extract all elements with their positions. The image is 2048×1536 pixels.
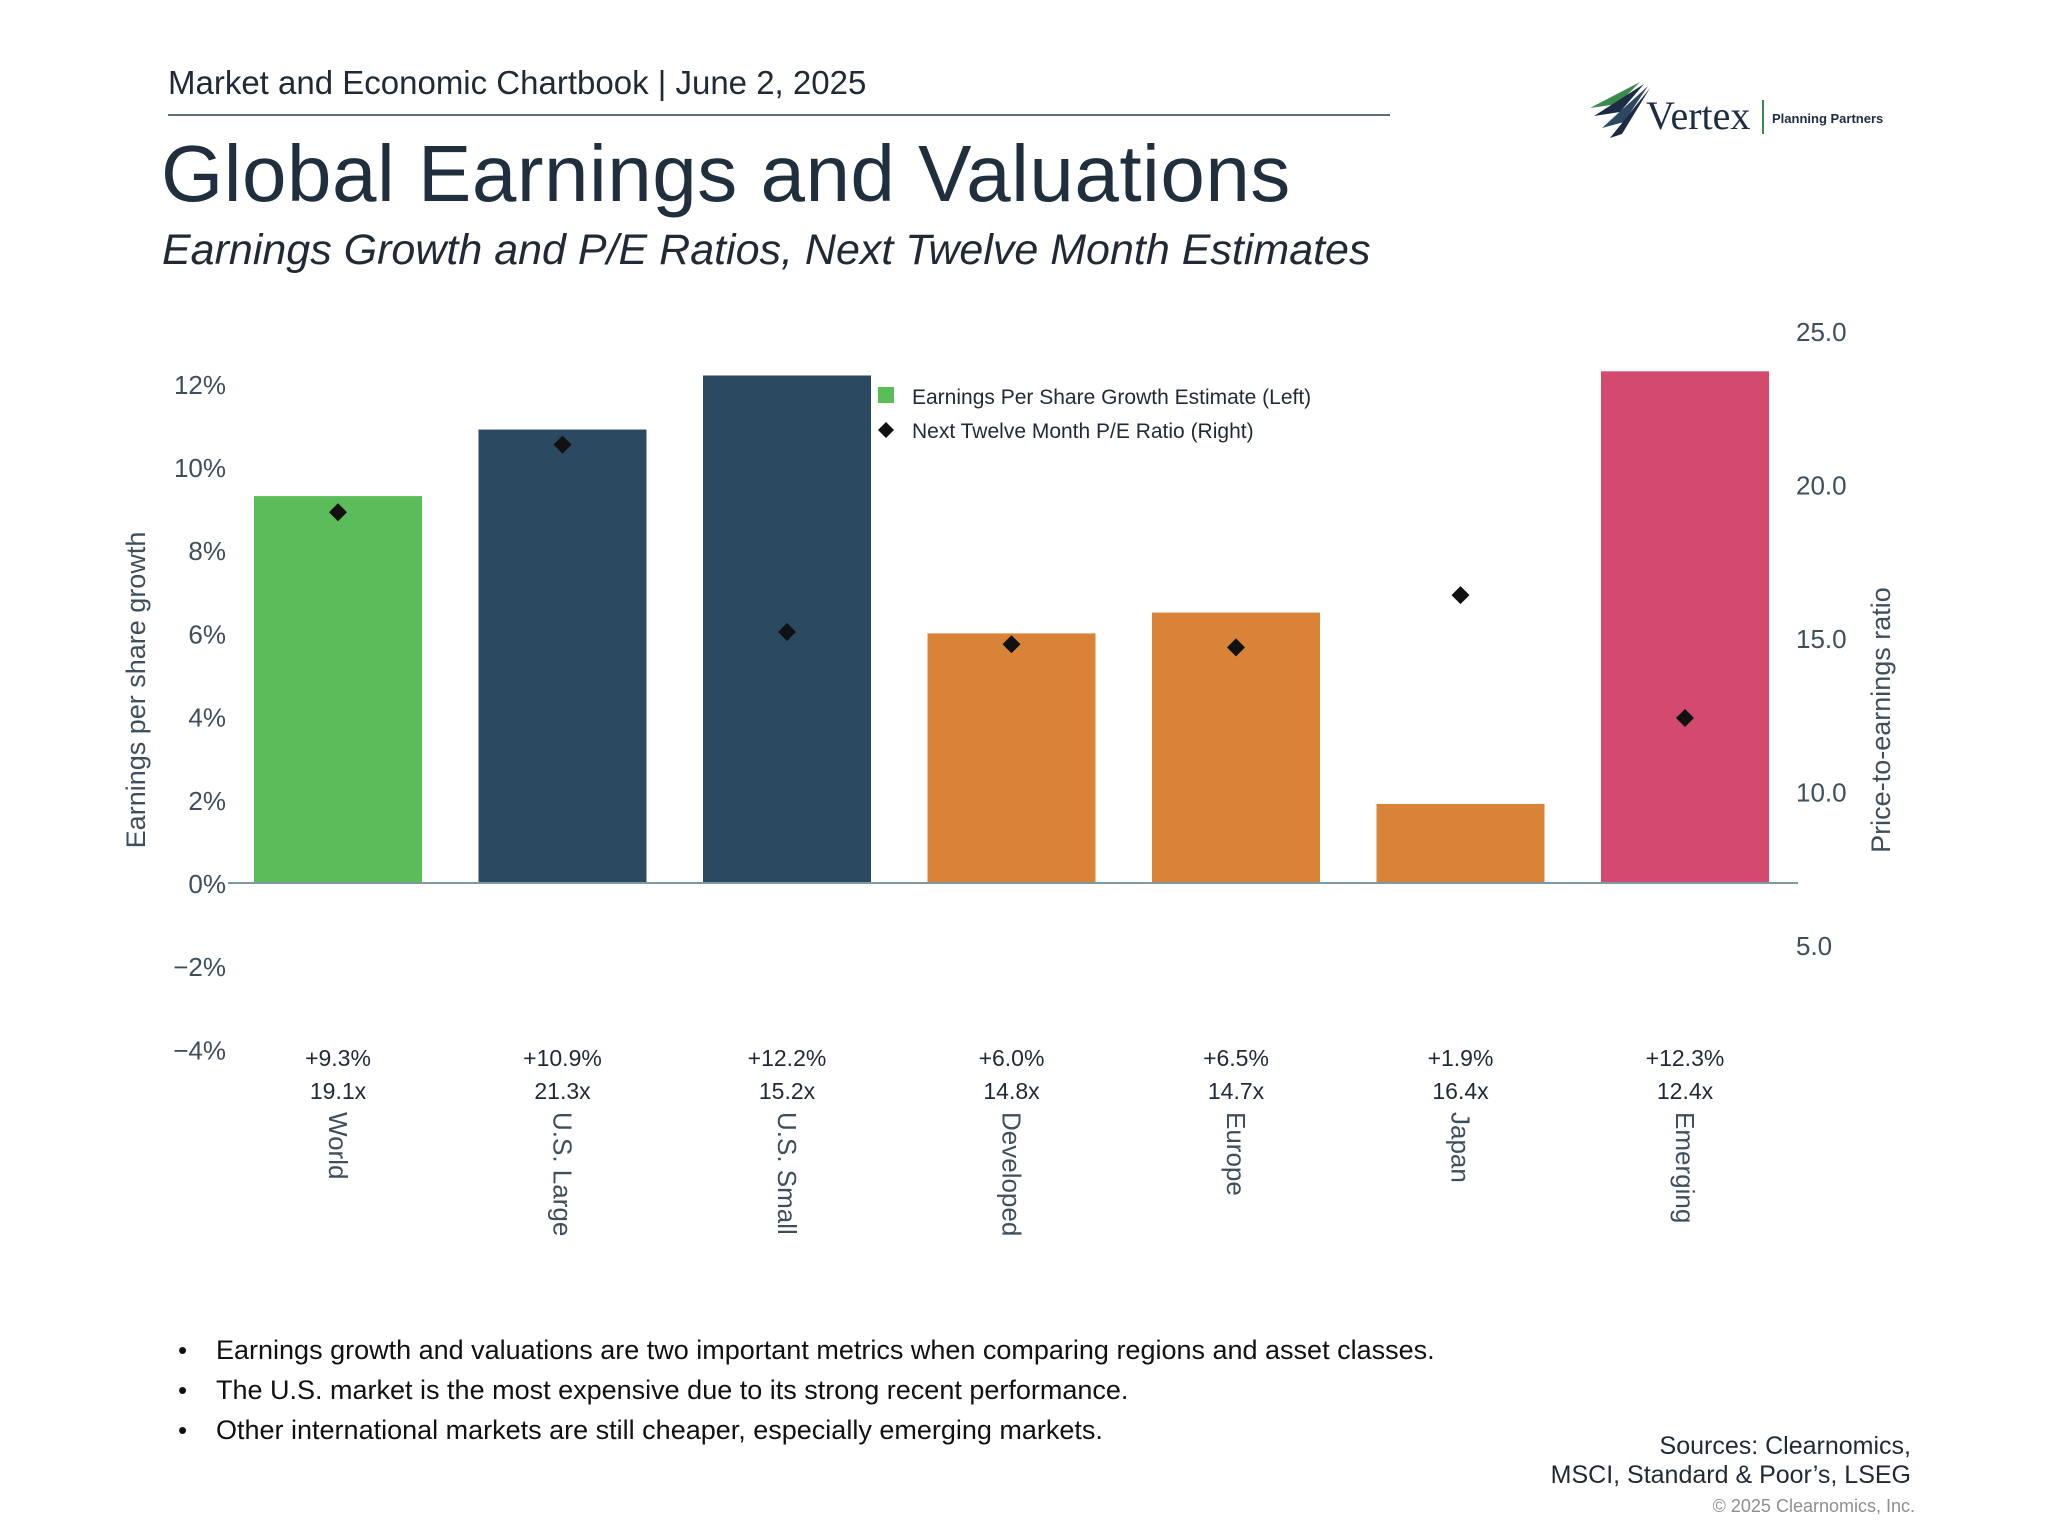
left-axis-tick-label: −2% [173,952,226,982]
bar-japan [1376,803,1545,883]
key-point: The U.S. market is the most expensive du… [178,1370,1435,1410]
eps-value-label: +9.3% [305,1045,371,1071]
category-label: Emerging [1670,1112,1700,1223]
pe-value-label: 15.2x [759,1078,816,1104]
pe-marker-world [329,503,347,522]
vertex-logo: Vertex Planning Partners [1588,78,1898,148]
bar-world [254,496,422,883]
pe-value-label: 21.3x [534,1078,591,1104]
category-label: Japan [1446,1112,1476,1183]
header-divider [168,114,1390,116]
copyright-note: © 2025 Clearnomics, Inc. [1712,1496,1915,1516]
left-axis-tick-label: 0% [188,869,226,899]
bar-europe [1152,612,1320,883]
pe-marker-europe [1227,638,1245,657]
pe-marker-japan [1451,586,1470,605]
pe-value-label: 14.7x [1208,1078,1265,1104]
right-axis-tick-label: 20.0 [1796,471,1847,501]
eps-value-label: +6.5% [1203,1045,1269,1071]
page-title: Global Earnings and Valuations [161,129,1291,218]
sources-line: Sources: Clearnomics, [1659,1432,1911,1460]
sources-note: Sources: Clearnomics, MSCI, Standard & P… [1551,1432,1911,1490]
pe-value-label: 12.4x [1657,1078,1714,1104]
pe-value-label: 19.1x [310,1078,367,1104]
pe-marker-u-s-small [778,622,796,641]
left-axis-title: Earnings per share growth [121,532,151,849]
left-axis-tick-label: −4% [173,1035,226,1065]
key-point: Other international markets are still ch… [178,1410,1435,1450]
pe-marker-u-s-large [553,435,572,454]
logo-separator [1762,100,1764,134]
category-label: Europe [1221,1112,1251,1196]
eps-value-label: +12.2% [748,1045,827,1071]
chartbook-header: Market and Economic Chartbook | June 2, … [168,64,867,101]
right-axis-title: Price-to-earnings ratio [1866,587,1896,853]
eps-value-label: +10.9% [523,1045,602,1071]
logo-tagline: Planning Partners [1772,111,1884,126]
key-points-list: Earnings growth and valuations are two i… [178,1330,1435,1450]
legend-swatch-pe [878,422,894,438]
pe-value-label: 16.4x [1432,1078,1489,1104]
category-label: U.S. Large [548,1112,578,1236]
sources-line: MSCI, Standard & Poor’s, LSEG [1550,1461,1911,1489]
bar-developed [927,633,1096,883]
legend-swatch-eps [878,387,894,403]
pe-marker-developed [1002,635,1021,654]
eps-value-label: +1.9% [1428,1045,1494,1071]
right-axis-tick-label: 15.0 [1796,624,1847,654]
eps-value-label: +12.3% [1646,1045,1725,1071]
category-label: World [323,1112,353,1179]
left-axis-tick-label: 4% [188,703,226,733]
category-label: Developed [997,1112,1027,1236]
right-axis-tick-label: 25.0 [1796,317,1847,347]
key-point: Earnings growth and valuations are two i… [178,1330,1435,1370]
eps-value-label: +6.0% [979,1045,1045,1071]
logo-wordmark: Vertex [1646,93,1751,138]
left-axis-tick-label: 6% [188,619,226,649]
left-axis-tick-label: 2% [188,786,226,816]
legend-label: Earnings Per Share Growth Estimate (Left… [912,386,1311,409]
right-axis-tick-label: 10.0 [1796,778,1847,808]
bar-emerging [1601,371,1769,883]
bar-u-s-large [478,429,647,883]
category-label: U.S. Small [772,1112,802,1235]
pe-value-label: 14.8x [983,1078,1040,1104]
page-subtitle: Earnings Growth and P/E Ratios, Next Twe… [162,226,1371,274]
earnings-pe-chart: 12% 10% 8% 6% 4% 2% 0% −2% −4% Earnings per share… [121,317,1896,1236]
right-axis-tick-label: 5.0 [1796,931,1832,961]
left-axis-tick-label: 8% [188,536,226,566]
legend-label: Next Twelve Month P/E Ratio (Right) [912,420,1254,443]
left-axis-tick-label: 12% [174,370,226,400]
pe-marker-emerging [1676,708,1694,727]
logo-mark-icon [1590,82,1650,138]
left-axis-tick-label: 10% [174,453,226,483]
